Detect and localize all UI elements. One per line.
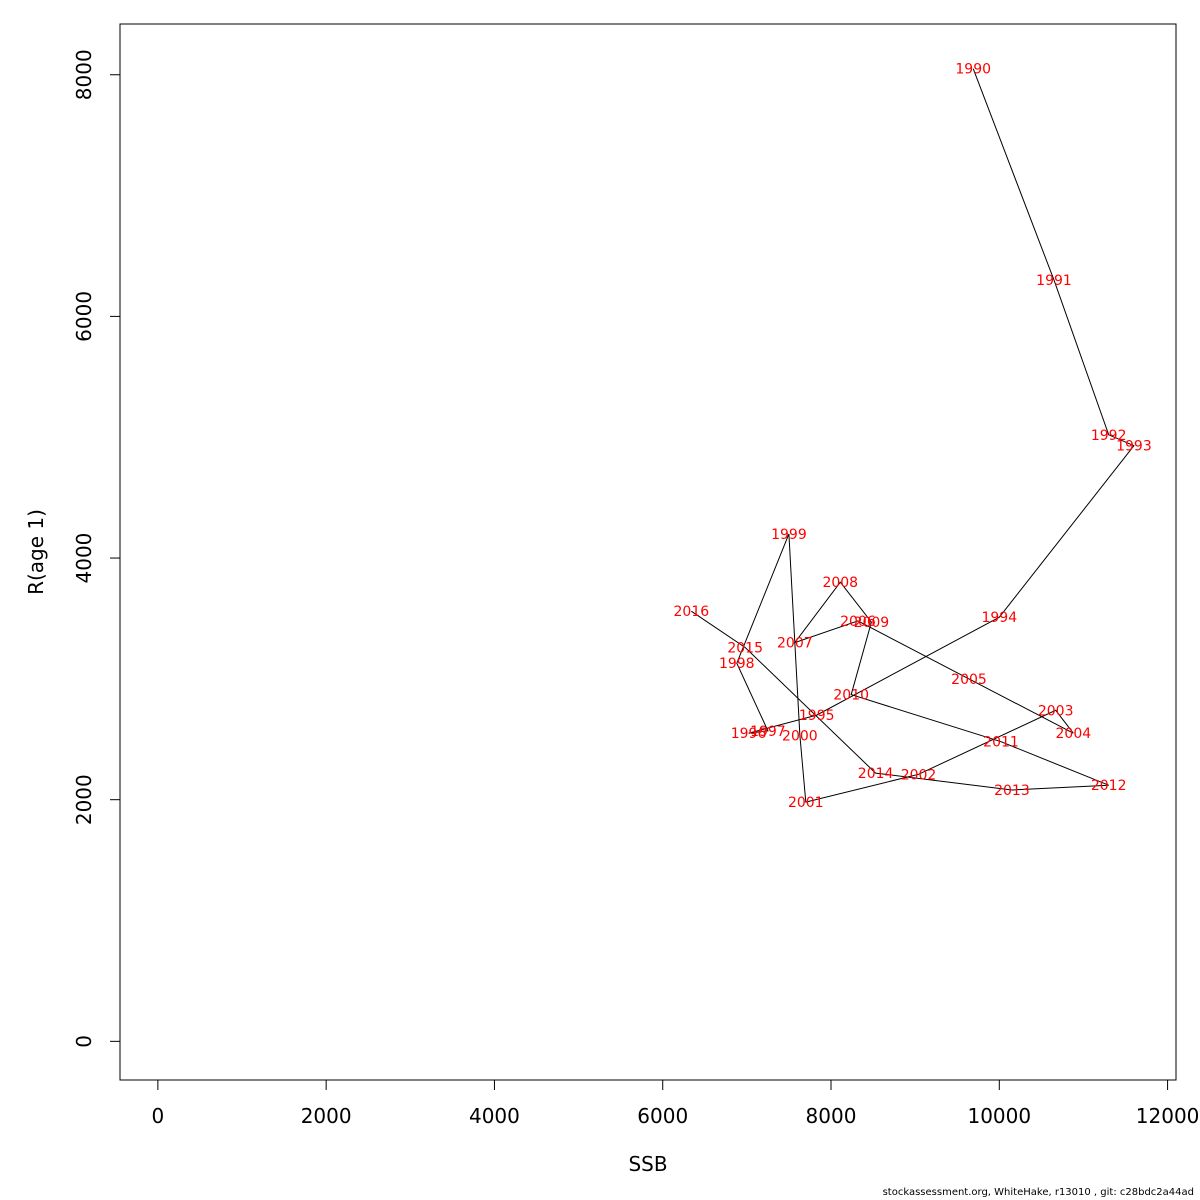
year-label: 2007 [777, 636, 813, 652]
year-label: 2010 [833, 688, 869, 704]
x-tick-label: 0 [151, 1104, 164, 1128]
year-label: 1991 [1036, 273, 1072, 289]
y-tick-label: 0 [72, 1035, 96, 1048]
y-tick-label: 4000 [72, 533, 96, 584]
y-axis-title: R(age 1) [24, 509, 48, 595]
year-label: 2011 [983, 735, 1019, 751]
year-label: 1994 [981, 610, 1017, 626]
year-label: 2009 [854, 615, 890, 631]
x-tick-label: 10000 [967, 1104, 1031, 1128]
plot-frame [119, 23, 1177, 1081]
year-label: 2016 [674, 604, 710, 620]
y-tick-label: 8000 [72, 49, 96, 100]
year-label: 1996 [731, 726, 767, 742]
year-label: 2003 [1038, 703, 1074, 719]
year-labels: 1990199119921993199419951996199719981999… [674, 62, 1152, 811]
y-tick-label: 6000 [72, 291, 96, 342]
series-line [691, 68, 1135, 803]
year-label: 2013 [994, 783, 1030, 799]
x-axis: 0 2000 4000 6000 8000 10000 12000 [151, 1079, 1200, 1128]
x-tick-label: 12000 [1136, 1104, 1200, 1128]
x-tick-label: 2000 [301, 1104, 352, 1128]
ssb-recruitment-path [691, 68, 1135, 803]
year-label: 2008 [822, 575, 858, 591]
footer-credit: stockassessment.org, WhiteHake, r13010 ,… [882, 1187, 1194, 1198]
x-axis-title: SSB [628, 1152, 667, 1176]
year-label: 1995 [799, 708, 835, 724]
year-label: 2004 [1056, 726, 1092, 742]
year-label: 2014 [858, 766, 894, 782]
year-label: 2015 [727, 640, 763, 656]
year-label: 2006 [840, 614, 876, 630]
y-tick-label: 2000 [72, 774, 96, 825]
year-label: 2012 [1091, 778, 1127, 794]
year-label: 2001 [788, 795, 824, 811]
x-tick-label: 6000 [637, 1104, 688, 1128]
year-label: 1997 [750, 724, 786, 740]
year-label: 2005 [951, 672, 987, 688]
year-label: 1993 [1116, 439, 1152, 455]
x-tick-label: 8000 [806, 1104, 857, 1128]
year-label: 2002 [901, 767, 937, 783]
y-axis: 0 2000 4000 6000 8000 [72, 49, 121, 1048]
year-label: 2000 [782, 729, 818, 745]
year-label: 1999 [771, 527, 807, 543]
x-tick-label: 4000 [469, 1104, 520, 1128]
year-label: 1998 [719, 656, 755, 672]
year-label: 1992 [1091, 428, 1127, 444]
year-label: 1990 [955, 62, 991, 78]
